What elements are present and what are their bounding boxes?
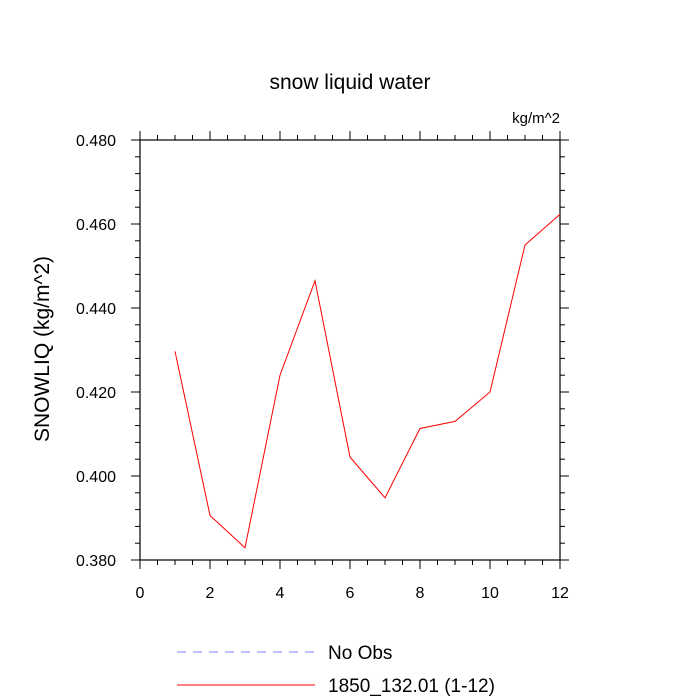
y-tick-label: 0.440 (76, 301, 116, 318)
x-tick-label: 12 (551, 585, 569, 602)
series-layer (174, 213, 561, 549)
legend-label: 1850_132.01 (1-12) (328, 676, 495, 697)
y-tick-label: 0.420 (76, 385, 116, 402)
ticks-layer: 0 2 4 6 8 10 12 0.380 0.400 0.420 0.440 0.460 0.480 (76, 131, 569, 602)
legend-label: No Obs (328, 643, 392, 664)
y-tick-label: 0.460 (76, 217, 116, 234)
x-tick-label: 10 (481, 585, 499, 602)
plot-frame (139, 139, 561, 561)
x-tick-label: 0 (136, 585, 145, 602)
x-tick-label: 4 (276, 585, 285, 602)
y-tick-label: 0.480 (76, 133, 116, 150)
x-tick-label: 2 (206, 585, 215, 602)
legend: No Obs 1850_132.01 (1-12) (177, 643, 495, 697)
x-tick-label: 6 (346, 585, 355, 602)
units-label: kg/m^2 (512, 110, 560, 127)
series-line (174, 213, 561, 549)
chart-title: snow liquid water (269, 71, 430, 94)
y-tick-label: 0.380 (76, 553, 116, 570)
x-tick-label: 8 (416, 585, 425, 602)
y-axis-label: SNOWLIQ (kg/m^2) (31, 256, 54, 442)
y-tick-label: 0.400 (76, 469, 116, 486)
